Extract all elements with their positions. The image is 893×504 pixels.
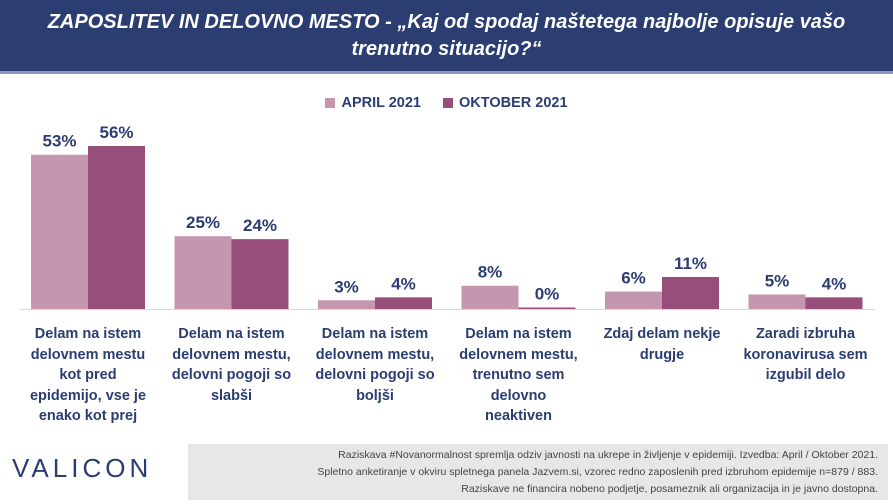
data-label-april-1: 25% xyxy=(186,213,220,232)
legend: APRIL 2021 OKTOBER 2021 xyxy=(0,95,893,111)
data-label-oktober-3: 0% xyxy=(535,285,560,304)
footnote: Raziskava #Novanormalnost spremlja odziv… xyxy=(188,444,888,500)
legend-swatch-april xyxy=(325,98,336,108)
legend-item-oktober: OKTOBER 2021 xyxy=(443,95,568,111)
legend-label-april: APRIL 2021 xyxy=(341,95,421,111)
bar-oktober-1 xyxy=(231,239,289,309)
chart-title: ZAPOSLITEV IN DELOVNO MESTO - „Kaj od sp… xyxy=(47,10,846,60)
data-label-oktober-4: 11% xyxy=(674,254,707,273)
title-bar: ZAPOSLITEV IN DELOVNO MESTO - „Kaj od sp… xyxy=(0,0,893,74)
category-labels: Delam na istem delovnem mestu kot pred e… xyxy=(0,324,893,444)
bar-oktober-3 xyxy=(518,307,576,309)
data-label-april-3: 8% xyxy=(478,263,503,282)
bar-april-0 xyxy=(31,154,88,309)
legend-item-april: APRIL 2021 xyxy=(325,95,421,111)
data-label-oktober-2: 4% xyxy=(391,274,416,293)
data-label-oktober-0: 56% xyxy=(99,123,133,142)
valicon-logo: VALICON xyxy=(12,452,153,483)
bar-oktober-2 xyxy=(375,297,432,309)
category-label-0: Delam na istem delovnem mestu kot pred e… xyxy=(29,326,147,424)
data-label-april-2: 3% xyxy=(334,277,359,296)
bar-oktober-4 xyxy=(662,276,719,309)
bar-chart: 53% 56% 25% 24% 3% 4% 8% 0% 6% 11% 5% 4% xyxy=(20,123,875,310)
legend-swatch-oktober xyxy=(443,98,453,108)
category-label-2: Delam na istem delovnem mestu, delovni p… xyxy=(315,326,435,404)
bar-april-5 xyxy=(748,294,806,309)
category-label-1: Delam na istem delovnem mestu, delovni p… xyxy=(171,326,292,404)
footnote-line-2: Spletno anketiranje v okviru spletnega p… xyxy=(317,466,878,478)
bar-april-3 xyxy=(461,285,519,309)
category-label-4: Zdaj delam nekje drugje xyxy=(603,326,721,363)
legend-label-oktober: OKTOBER 2021 xyxy=(459,95,568,111)
bar-oktober-5 xyxy=(805,297,863,309)
bar-oktober-0 xyxy=(88,146,145,309)
data-label-april-0: 53% xyxy=(42,132,76,151)
bar-april-4 xyxy=(605,291,662,309)
data-label-april-5: 5% xyxy=(765,271,790,290)
bar-april-2 xyxy=(318,300,375,309)
category-label-5: Zaradi izbruha koronavirusa sem izgubil … xyxy=(743,326,868,383)
data-label-april-4: 6% xyxy=(621,269,646,288)
category-label-3: Delam na istem delovnem mestu, trenutno … xyxy=(459,326,578,424)
bar-april-1 xyxy=(174,236,232,309)
data-label-oktober-5: 4% xyxy=(822,274,847,293)
footnote-line-1: Raziskava #Novanormalnost spremlja odziv… xyxy=(338,449,878,461)
footnote-line-3: Raziskave ne financira nobeno podjetje, … xyxy=(461,483,878,495)
data-label-oktober-1: 24% xyxy=(243,216,277,235)
